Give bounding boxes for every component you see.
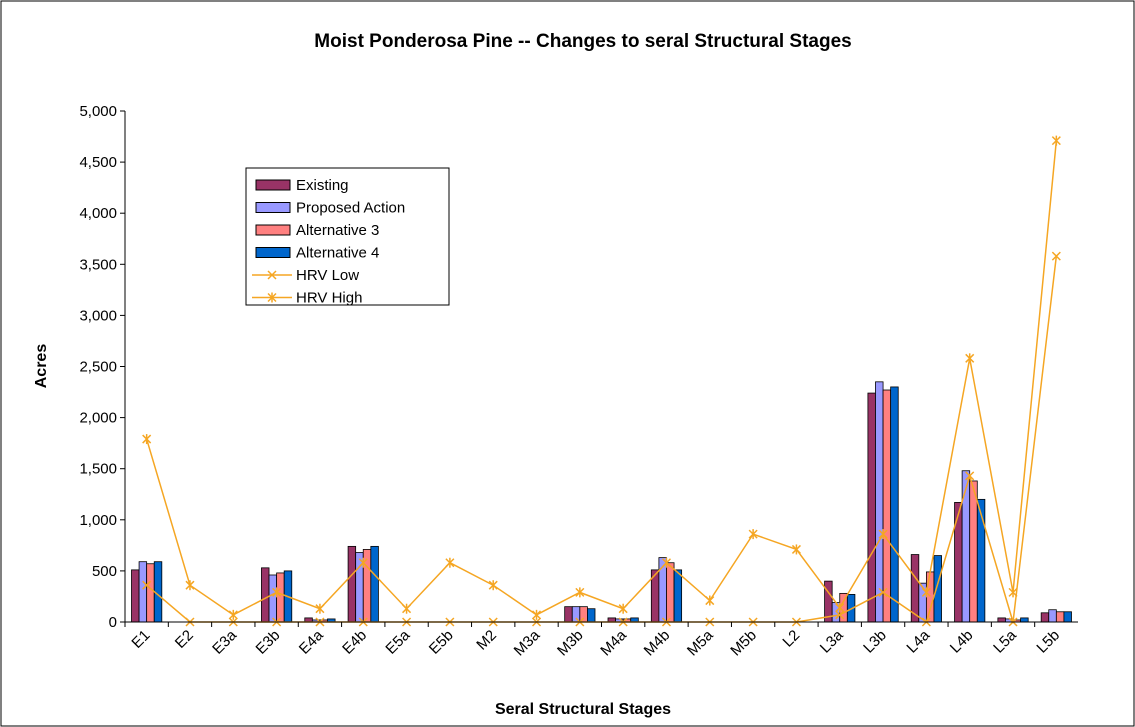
marker	[142, 434, 152, 445]
bar	[954, 502, 963, 623]
marker	[358, 557, 368, 568]
bar	[1063, 611, 1072, 623]
marker	[921, 587, 931, 598]
y-tick-label: 2,000	[79, 410, 117, 427]
marker	[878, 529, 888, 540]
marker-stroke	[142, 580, 152, 590]
legend-label: Existing	[296, 177, 349, 194]
bar	[370, 545, 379, 623]
marker	[965, 353, 975, 364]
y-tick-label: 0	[109, 614, 117, 631]
line	[145, 140, 1058, 616]
bar	[890, 386, 899, 623]
y-tick-label: 4,000	[79, 205, 117, 222]
marker	[272, 587, 282, 598]
bar	[138, 561, 148, 623]
bar	[347, 545, 357, 623]
legend-label: HRV High	[296, 290, 362, 307]
marker	[315, 603, 325, 614]
chart-title: Moist Ponderosa Pine -- Changes to seral…	[314, 31, 851, 52]
marker	[1051, 135, 1061, 146]
y-tick-label: 500	[92, 563, 117, 580]
y-axis-label: Acres	[33, 344, 50, 389]
y-tick-label: 2,500	[79, 359, 117, 376]
bar	[961, 470, 971, 623]
bar	[997, 617, 1006, 623]
bar	[587, 608, 596, 623]
legend-swatch	[255, 224, 291, 236]
legend-box	[245, 167, 450, 306]
marker	[488, 580, 498, 591]
bar	[1040, 612, 1050, 623]
bar	[564, 606, 573, 623]
marker-stroke	[267, 270, 277, 280]
y-tick-label: 1,500	[79, 461, 117, 478]
marker-stroke	[965, 471, 975, 481]
x-axis-label: Seral Structural Stages	[495, 701, 671, 718]
marker	[791, 544, 801, 555]
y-tick-label: 4,500	[79, 154, 117, 171]
bar	[261, 567, 270, 623]
marker	[748, 529, 758, 540]
marker	[185, 580, 195, 591]
bar	[268, 574, 278, 623]
y-tick-label: 5,000	[79, 103, 117, 120]
legend-swatch	[255, 202, 291, 213]
marker	[267, 292, 277, 303]
legend-label: Proposed Action	[296, 200, 405, 217]
bar	[362, 549, 372, 623]
legend-swatch	[255, 179, 291, 191]
bar	[146, 563, 155, 623]
legend-swatch	[255, 247, 291, 258]
bar	[925, 571, 935, 623]
bar	[1020, 617, 1029, 623]
marker	[835, 602, 845, 613]
bar	[969, 480, 978, 623]
marker	[267, 270, 277, 280]
bar	[276, 572, 285, 623]
marker	[618, 603, 628, 614]
y-tick-label: 1,000	[79, 512, 117, 529]
bar	[976, 498, 986, 623]
marker	[531, 609, 542, 620]
bar	[571, 606, 581, 623]
bar	[867, 392, 876, 623]
bar	[1055, 611, 1065, 623]
bar	[933, 555, 942, 623]
marker	[965, 471, 975, 481]
bar	[579, 606, 588, 623]
marker	[835, 610, 845, 620]
bar	[1048, 609, 1057, 623]
marker	[705, 595, 715, 606]
y-tick-label: 3,500	[79, 256, 117, 273]
marker	[661, 557, 672, 568]
marker-stroke	[1051, 251, 1061, 261]
bar	[882, 389, 892, 623]
y-tick-label: 3,000	[79, 307, 117, 324]
bar	[131, 569, 140, 623]
marker	[1008, 587, 1018, 598]
bar	[875, 381, 884, 623]
marker	[228, 609, 238, 620]
marker-stroke	[835, 610, 845, 620]
legend-label: Alternative 4	[296, 245, 379, 262]
bar	[673, 569, 683, 623]
legend-label: HRV Low	[296, 267, 359, 284]
bar	[666, 562, 675, 623]
marker	[402, 603, 412, 614]
marker	[142, 580, 152, 590]
marker	[575, 587, 585, 598]
marker	[445, 557, 455, 568]
marker	[1051, 251, 1061, 261]
legend-label: Alternative 3	[296, 222, 379, 239]
marker-stroke	[878, 587, 888, 597]
marker	[878, 587, 888, 597]
